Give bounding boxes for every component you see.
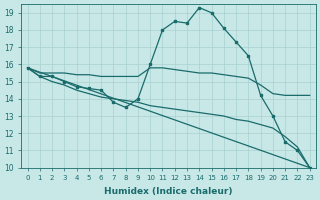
X-axis label: Humidex (Indice chaleur): Humidex (Indice chaleur) [104,187,233,196]
